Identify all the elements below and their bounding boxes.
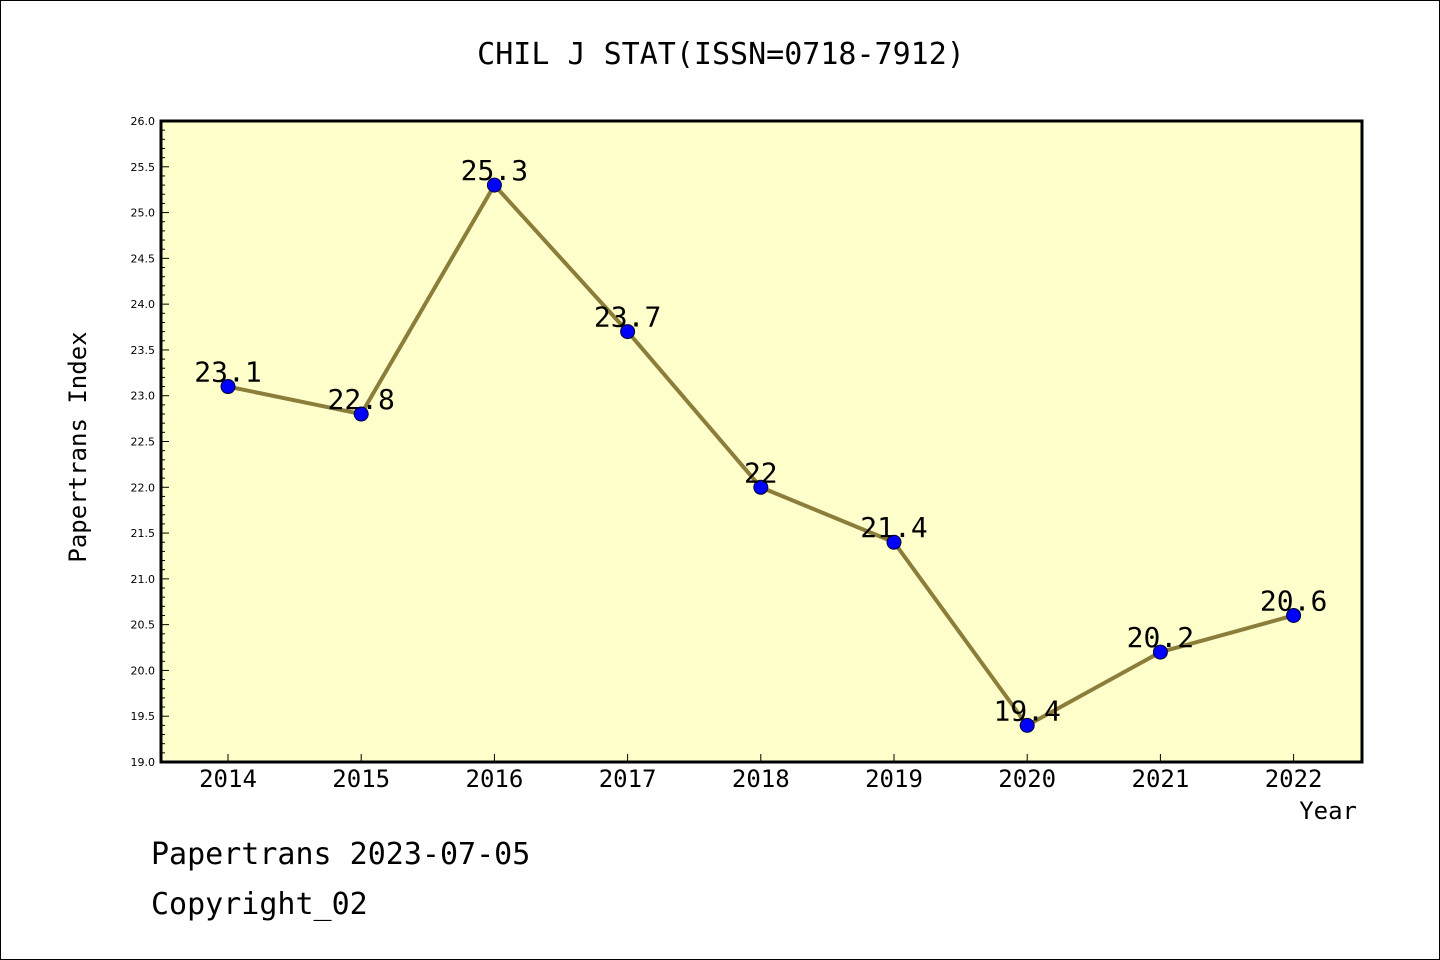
data-label-group: 23.1 22.8 25.3 23.7 22 21.4 19.4 20.2 20.6: [194, 154, 1327, 727]
x-axis-label: Year: [1299, 797, 1357, 825]
x-tick-label: 2015: [332, 765, 390, 793]
x-tick-label: 2017: [599, 765, 657, 793]
x-tick-label: 2014: [199, 765, 257, 793]
y-tick-label: 19.0: [131, 756, 156, 769]
x-axis: 2014 2015 2016 2017 2018 2019 2020 2021 2022: [199, 754, 1322, 793]
data-point: [620, 324, 636, 340]
x-tick-label: 2021: [1132, 765, 1190, 793]
data-label: 20.2: [1127, 621, 1194, 654]
y-tick-label: 23.5: [131, 344, 156, 357]
data-point: [753, 479, 769, 495]
footer-copyright: Copyright_02: [151, 887, 368, 922]
data-point: [1152, 644, 1168, 660]
data-label: 22.8: [327, 383, 394, 416]
y-tick-label: 23.0: [131, 390, 156, 403]
data-point: [886, 534, 902, 550]
data-point: [486, 177, 502, 193]
data-point: [220, 379, 236, 395]
data-label: 20.6: [1260, 584, 1327, 617]
data-label: 25.3: [461, 154, 528, 187]
data-label: 23.1: [194, 356, 261, 389]
x-tick-label: 2019: [865, 765, 923, 793]
y-tick-label: 19.5: [131, 710, 156, 723]
chart-title: CHIL J STAT(ISSN=0718-7912): [477, 37, 965, 72]
y-tick-label: 24.0: [131, 298, 156, 311]
data-label: 21.4: [860, 511, 927, 544]
y-tick-label: 22.5: [131, 436, 156, 449]
y-tick-label: 20.5: [131, 619, 156, 632]
y-tick-label: 21.0: [131, 573, 156, 586]
y-tick-label: 21.5: [131, 527, 156, 540]
plot-area: [159, 119, 1364, 764]
data-label: 22: [744, 456, 778, 489]
x-tick-label: 2016: [466, 765, 524, 793]
data-point: [353, 406, 369, 422]
data-point: [1286, 607, 1302, 623]
y-axis: 19.0 19.5 20.0 20.5 21.0 21.5 22.0 22.5 23.0 23.5…: [131, 115, 169, 769]
y-tick-label: 24.5: [131, 252, 156, 265]
y-tick-label: 26.0: [131, 115, 156, 128]
x-tick-label: 2022: [1265, 765, 1323, 793]
footer-date: Papertrans 2023-07-05: [151, 837, 531, 872]
x-tick-label: 2018: [732, 765, 790, 793]
data-point: [1019, 717, 1035, 733]
y-tick-label: 25.0: [131, 207, 156, 220]
y-tick-label: 20.0: [131, 664, 156, 677]
data-label: 23.7: [594, 301, 661, 334]
x-tick-label: 2020: [998, 765, 1056, 793]
y-tick-label: 22.0: [131, 481, 156, 494]
data-label: 19.4: [993, 694, 1060, 727]
marker-group: [220, 177, 1302, 733]
y-tick-label: 25.5: [131, 161, 156, 174]
